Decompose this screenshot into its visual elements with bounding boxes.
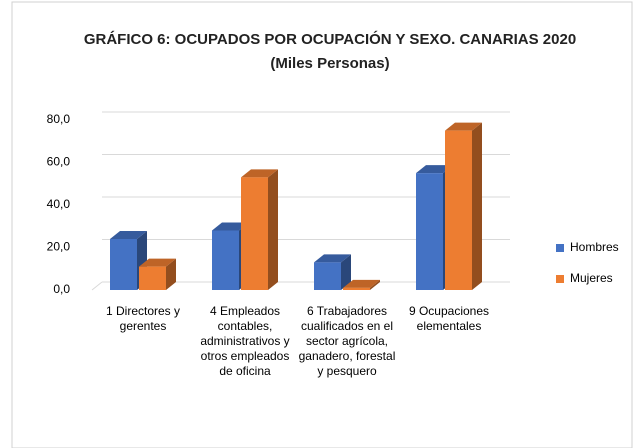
frame <box>11 1 633 448</box>
y-tick-label: 60,0 <box>47 155 71 169</box>
y-tick-label: 20,0 <box>47 240 71 254</box>
legend-swatch <box>556 275 564 283</box>
bar <box>139 258 176 290</box>
bar-top <box>314 254 351 263</box>
bar-top <box>139 258 176 267</box>
bar <box>241 169 278 290</box>
y-tick-label: 80,0 <box>47 112 71 126</box>
bar-top <box>110 231 147 239</box>
legend-label: Mujeres <box>570 271 613 285</box>
bar-side <box>166 258 176 290</box>
bar-top <box>416 165 453 174</box>
bar-top <box>445 122 482 131</box>
bar-top <box>241 169 278 178</box>
bar-top <box>343 279 380 288</box>
legend-swatch <box>556 244 564 252</box>
chart-title: GRÁFICO 6: OCUPADOS POR OCUPACIÓN Y SEXO… <box>83 31 577 72</box>
x-tick-label: 9 Ocupaciones elementales <box>408 304 490 333</box>
bar-front <box>212 230 239 290</box>
x-tick-label: 1 Directores y gerentes <box>105 304 181 333</box>
bar-front <box>110 239 137 290</box>
bar <box>314 254 351 290</box>
x-tick-label: 6 Trabajadores cualificados en el sector… <box>298 304 396 378</box>
bar-front <box>343 287 370 290</box>
bar-top <box>212 222 249 231</box>
legend-label: Hombres <box>570 240 619 254</box>
bar-front <box>314 262 341 290</box>
bar-front <box>241 177 268 290</box>
bar-side <box>370 279 380 290</box>
floor-edge <box>91 281 103 291</box>
bar <box>343 279 380 290</box>
x-tick-label: 4 Empleados contables, administrativos y… <box>200 304 290 378</box>
bar-front <box>139 266 166 290</box>
bar-side <box>341 254 351 290</box>
y-tick-label: 0,0 <box>53 282 70 296</box>
y-tick-label: 40,0 <box>47 197 71 211</box>
bar <box>445 122 482 290</box>
bar-side <box>268 169 278 290</box>
bar-front <box>445 130 472 290</box>
bar-front <box>416 173 443 290</box>
bar-side <box>472 122 482 290</box>
